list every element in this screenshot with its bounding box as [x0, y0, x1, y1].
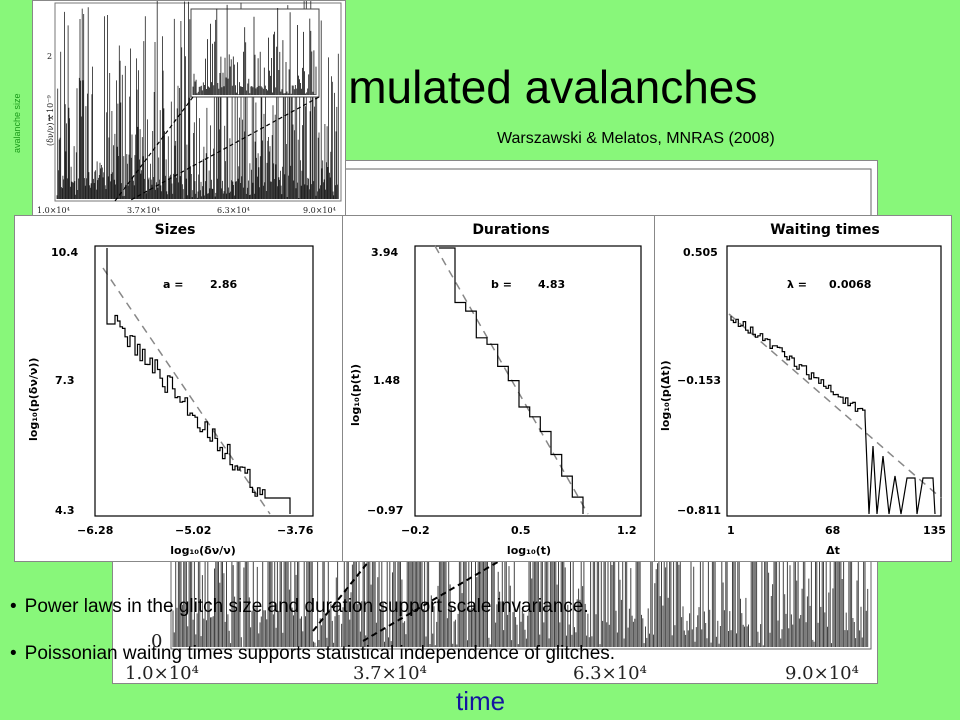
durations-y-tick-bot: −0.97	[367, 504, 403, 517]
sizes-plot: Sizes a = 2.86 10.4 7.3 4.3 −6.28 −5.02 …	[27, 222, 314, 557]
sizes-y-tick-mid: 7.3	[55, 374, 75, 387]
waiting-y-tick-bot: −0.811	[677, 504, 721, 517]
main-x-tick-2: 6.3×10⁴	[573, 663, 647, 683]
sizes-panel: Sizes a = 2.86 10.4 7.3 4.3 −6.28 −5.02 …	[14, 215, 344, 562]
main-zoom-line-right	[362, 555, 509, 642]
waiting-fit-line	[728, 313, 942, 499]
inset-frame	[54, 2, 342, 202]
durations-y-label: log₁₀(p(t))	[349, 364, 362, 426]
main-zoom-line-left	[312, 555, 374, 632]
durations-x-tick-2: 1.2	[617, 524, 637, 537]
waiting-x-tick-1: 68	[825, 524, 840, 537]
durations-fit-label: b =	[491, 278, 512, 291]
sizes-frame	[94, 245, 314, 517]
inset-zoom-line-left	[114, 96, 194, 202]
sizes-fit-value: 2.86	[210, 278, 237, 291]
waiting-fit-label: λ =	[787, 278, 807, 291]
durations-x-tick-0: −0.2	[401, 524, 430, 537]
sizes-x-tick-2: −3.76	[277, 524, 314, 537]
sizes-title: Sizes	[155, 222, 196, 238]
inset-ylabels: avalanche size (δν/ν) x 10⁻⁹	[12, 93, 55, 153]
timeseries-inset-plot: 2 1 1.0×10⁴ 3.7×10⁴ 6.3×10⁴ 9.0×10⁴	[37, 0, 342, 215]
durations-frame	[414, 245, 642, 517]
sizes-x-label: log₁₀(δν/ν)	[170, 544, 235, 557]
sizes-x-tick-1: −5.02	[175, 524, 211, 537]
main-x-tick-0: 1.0×10⁴	[125, 663, 199, 683]
durations-y-tick-top: 3.94	[371, 246, 398, 259]
sizes-fit-label: a =	[163, 278, 183, 291]
durations-histogram	[439, 247, 584, 514]
inset-y-label: avalanche size	[12, 93, 22, 153]
sizes-y-label: log₁₀(p(δν/ν))	[27, 358, 40, 441]
inset-x-tick-1: 3.7×10⁴	[127, 206, 160, 215]
sizes-y-tick-top: 10.4	[51, 246, 78, 259]
durations-x-label: log₁₀(t)	[507, 544, 551, 557]
sizes-histogram	[106, 248, 291, 514]
waiting-histogram	[730, 316, 936, 515]
bullet-2-text: Poissonian waiting times supports statis…	[24, 643, 616, 664]
inset-x-tick-3: 9.0×10⁴	[303, 206, 336, 215]
waiting-x-label: Δt	[826, 544, 840, 557]
slide-title: imulated avalanches	[338, 61, 758, 113]
inset-zoom-spike-series	[192, 4, 317, 95]
citation: Warszawski & Melatos, MNRAS (2008)	[497, 130, 775, 147]
waiting-plot: Waiting times λ = 0.0068 0.505 −0.153 −0…	[659, 222, 946, 557]
main-x-tick-1: 3.7×10⁴	[353, 663, 427, 683]
sizes-fit-line	[102, 267, 271, 515]
main-x-tick-3: 9.0×10⁴	[785, 663, 859, 683]
durations-fit-value: 4.83	[538, 278, 565, 291]
waiting-frame	[726, 245, 942, 517]
inset-y-units: (δν/ν) x 10⁻⁹	[46, 95, 55, 146]
inset-x-tick-0: 1.0×10⁴	[37, 206, 70, 215]
durations-panel: Durations b = 4.83 3.94 1.48 −0.97 −0.2 …	[342, 215, 660, 562]
main-y-tick-0: 0	[151, 631, 162, 652]
bullet-1: • Power laws in the glitch size and durat…	[10, 596, 589, 618]
waiting-panel: Waiting times λ = 0.0068 0.505 −0.153 −0…	[654, 215, 952, 562]
waiting-x-tick-0: 1	[727, 524, 735, 537]
bullet-dot: •	[10, 596, 17, 617]
durations-y-tick-mid: 1.48	[373, 374, 400, 387]
timeseries-inset-panel: 2 1 1.0×10⁴ 3.7×10⁴ 6.3×10⁴ 9.0×10⁴ aval…	[12, 0, 346, 218]
bullet-1-text: Power laws in the glitch size and durati…	[24, 596, 589, 617]
waiting-title: Waiting times	[770, 222, 879, 238]
bullet-dot: •	[10, 643, 17, 664]
inset-y-tick-1: 1	[47, 114, 52, 123]
inset-y-tick-2: 2	[47, 52, 52, 61]
inset-x-tick-2: 6.3×10⁴	[217, 206, 250, 215]
waiting-y-tick-mid: −0.153	[677, 374, 721, 387]
waiting-y-tick-top: 0.505	[683, 246, 718, 259]
waiting-fit-value: 0.0068	[829, 278, 871, 291]
bullet-2: • Poissonian waiting times supports stati…	[10, 643, 615, 665]
waiting-x-tick-2: 135	[923, 524, 946, 537]
sizes-x-tick-0: −6.28	[77, 524, 113, 537]
inset-zoom-line-right	[128, 96, 320, 202]
durations-plot: Durations b = 4.83 3.94 1.48 −0.97 −0.2 …	[349, 222, 642, 557]
waiting-y-label: log₁₀(p(Δt))	[659, 360, 672, 431]
durations-x-tick-1: 0.5	[511, 524, 531, 537]
sizes-y-tick-bot: 4.3	[55, 504, 75, 517]
time-axis-label: time	[456, 686, 506, 716]
durations-title: Durations	[472, 222, 549, 238]
